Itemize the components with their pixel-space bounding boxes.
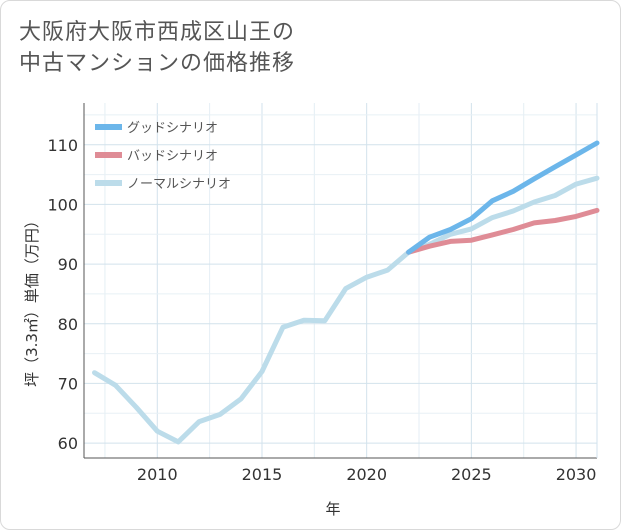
tick-labels: 2010 2015 2020 2025 2030 60 70 80 90 100 110 (47, 136, 596, 484)
series-line-normal (92, 175, 600, 445)
legend-label-normal: ノーマルシナリオ (127, 177, 231, 192)
y-tick-label: 90 (58, 255, 78, 274)
legend-label-bad: バッドシナリオ (127, 149, 218, 164)
axes (83, 103, 598, 459)
legend-label-good: グッドシナリオ (127, 121, 218, 136)
x-axis-label: 年 (325, 500, 340, 518)
x-tick-label: 2025 (451, 465, 492, 484)
x-tick-label: 2010 (137, 465, 178, 484)
x-tick-label: 2030 (556, 465, 597, 484)
chart-title-line-2: 中古マンションの価格推移 (19, 51, 296, 76)
y-tick-label: 60 (58, 434, 78, 453)
series-line-bad (406, 207, 600, 255)
y-tick-label: 100 (47, 195, 78, 214)
x-tick-label: 2020 (346, 465, 387, 484)
y-tick-label: 110 (47, 136, 78, 155)
x-tick-label: 2015 (242, 465, 283, 484)
chart-title: 大阪府大阪市西成区山王の 中古マンションの価格推移 (19, 17, 579, 79)
series-lines (92, 140, 600, 445)
y-tick-label: 70 (58, 374, 78, 393)
chart-title-line-1: 大阪府大阪市西成区山王の (19, 20, 296, 45)
y-axis-label: 坪（3.3㎡）単価（万円） (23, 213, 41, 387)
series-line-good (406, 140, 600, 255)
y-tick-label: 80 (58, 315, 78, 334)
